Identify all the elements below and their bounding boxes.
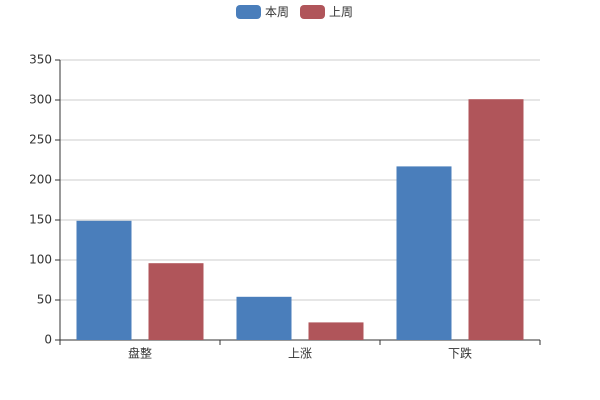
x-tick-label: 下跌 (448, 346, 472, 361)
legend-label: 上周 (329, 5, 353, 19)
y-tick-label: 200 (29, 173, 52, 187)
x-tick-label: 盘整 (128, 346, 152, 361)
legend-swatch (300, 5, 325, 19)
bar (308, 322, 364, 340)
bar (396, 166, 452, 340)
bar (236, 296, 292, 340)
y-tick-label: 250 (29, 133, 52, 147)
legend-label: 本周 (265, 5, 289, 19)
bar (76, 220, 132, 340)
y-tick-label: 350 (29, 53, 52, 67)
y-tick-label: 0 (44, 333, 52, 347)
y-tick-label: 150 (29, 213, 52, 227)
y-tick-label: 300 (29, 93, 52, 107)
x-tick-label: 上涨 (288, 346, 312, 361)
y-tick-label: 50 (37, 293, 52, 307)
legend-swatch (236, 5, 261, 19)
bar (468, 99, 524, 340)
y-tick-label: 100 (29, 253, 52, 267)
bar (148, 263, 204, 340)
